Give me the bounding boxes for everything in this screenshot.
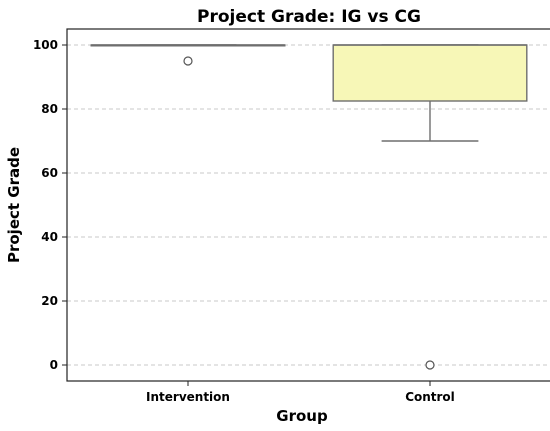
box-intervention [90, 44, 286, 66]
y-tick-label: 20 [41, 294, 58, 308]
y-tick-label: 60 [41, 166, 58, 180]
outlier-point [425, 360, 435, 370]
y-tick-label: 100 [33, 38, 58, 52]
x-tick-label: Intervention [146, 390, 230, 404]
x-axis-label: Group [276, 407, 328, 425]
y-tick-label: 0 [50, 358, 58, 372]
box-body [332, 44, 528, 102]
tick-layer: 0 20 40 60 80 100 Intervention Control [33, 38, 455, 404]
x-tick-label: Control [405, 390, 455, 404]
y-tick-label: 40 [41, 230, 58, 244]
plot-frame [66, 28, 550, 382]
outlier-point [183, 56, 193, 66]
box-control [332, 44, 528, 370]
y-axis-label: Project Grade [5, 147, 23, 263]
y-tick-label: 80 [41, 102, 58, 116]
box-layer [90, 44, 528, 370]
chart-title: Project Grade: IG vs CG [197, 7, 421, 27]
